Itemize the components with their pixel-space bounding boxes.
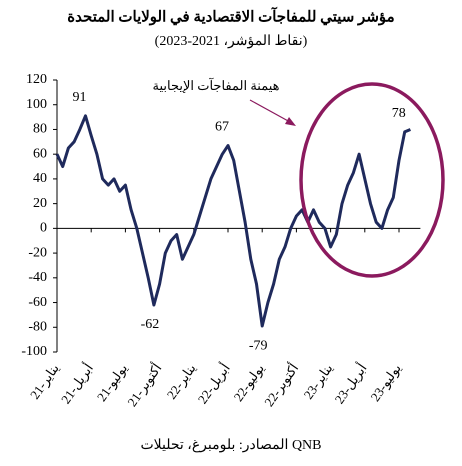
highlight-ellipse [299, 82, 445, 278]
y-tick-label: -100 [21, 344, 47, 359]
y-tick-label: 80 [33, 122, 47, 137]
x-tick-label: يوليو-23 [367, 361, 405, 405]
y-tick-label: 20 [33, 196, 47, 211]
annotation-arrow [249, 99, 291, 123]
x-tick-label: أكتوبر-21 [124, 360, 166, 410]
y-tick-label: 120 [26, 72, 47, 87]
chart-title: مؤشر سيتي للمفاجآت الاقتصادية في الولايا… [67, 6, 394, 26]
y-tick-label: -80 [28, 319, 47, 334]
x-tick-label: أبريل-21 [57, 360, 97, 407]
value-label: 78 [392, 106, 406, 121]
y-tick-label: -20 [28, 245, 47, 260]
y-tick-label: -60 [28, 295, 47, 310]
data-line [55, 114, 411, 328]
value-label: -62 [141, 317, 160, 332]
y-tick-label: 40 [33, 171, 47, 186]
x-tick-label: أكتوبر-22 [260, 360, 302, 410]
y-tick-label: 100 [26, 97, 47, 112]
value-label: 67 [215, 120, 229, 135]
value-label: -79 [249, 338, 268, 353]
value-label: 91 [73, 90, 87, 105]
x-tick-label: يناير-22 [164, 361, 200, 403]
annotation: هيمنة المفاجآت الإيجابية [152, 77, 279, 94]
x-tick-label: يناير-23 [300, 361, 336, 403]
y-tick-label: 0 [40, 221, 47, 236]
source: المصادر: بلومبرغ، تحليلات QNB [140, 438, 321, 453]
y-tick-label: 60 [33, 146, 47, 161]
y-tick-label: -40 [28, 270, 47, 285]
x-tick-label: أبريل-23 [331, 360, 371, 407]
annotation-arrowhead [285, 117, 296, 126]
x-tick-label: أبريل-22 [194, 360, 234, 407]
x-tick-label: يناير-21 [27, 361, 63, 403]
chart-subtitle: (نقاط المؤشر، 2021-2023) [155, 34, 308, 49]
